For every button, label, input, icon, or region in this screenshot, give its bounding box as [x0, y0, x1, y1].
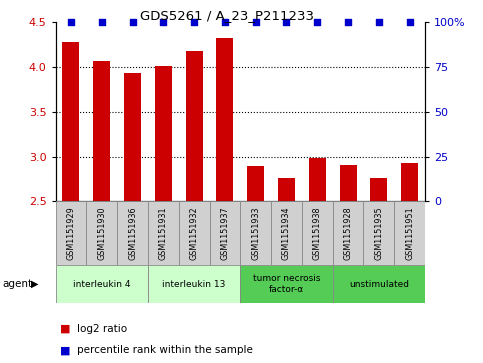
Bar [401, 163, 418, 201]
Text: GSM1151951: GSM1151951 [405, 207, 414, 260]
Bar [124, 73, 141, 201]
Bar [93, 61, 110, 201]
Text: interleukin 13: interleukin 13 [162, 280, 226, 289]
Point [406, 19, 413, 25]
Bar [247, 166, 264, 201]
Point [128, 19, 136, 25]
Bar [56, 201, 86, 265]
Text: GSM1151930: GSM1151930 [97, 207, 106, 260]
Bar [364, 201, 394, 265]
Text: percentile rank within the sample: percentile rank within the sample [77, 345, 253, 355]
Text: GSM1151932: GSM1151932 [190, 207, 199, 260]
Point [159, 19, 167, 25]
Text: GSM1151937: GSM1151937 [220, 207, 229, 260]
Point [67, 19, 75, 25]
Bar [240, 201, 271, 265]
Text: GDS5261 / A_23_P211233: GDS5261 / A_23_P211233 [140, 9, 314, 22]
Text: tumor necrosis
factor-α: tumor necrosis factor-α [253, 274, 320, 294]
Point [313, 19, 321, 25]
Bar [309, 158, 326, 201]
Text: GSM1151929: GSM1151929 [67, 207, 75, 260]
Bar [302, 201, 333, 265]
Text: GSM1151934: GSM1151934 [282, 207, 291, 260]
Bar [185, 52, 202, 201]
Bar [148, 265, 241, 303]
Text: interleukin 4: interleukin 4 [73, 280, 130, 289]
Bar [62, 41, 79, 201]
Bar [155, 66, 172, 201]
Bar [210, 201, 240, 265]
Bar [86, 201, 117, 265]
Bar [333, 265, 425, 303]
Point [344, 19, 352, 25]
Bar [271, 201, 302, 265]
Point [283, 19, 290, 25]
Point [221, 19, 229, 25]
Bar [179, 201, 210, 265]
Text: GSM1151933: GSM1151933 [251, 207, 260, 260]
Text: agent: agent [2, 279, 32, 289]
Point [375, 19, 383, 25]
Bar [333, 201, 364, 265]
Bar [370, 178, 387, 201]
Point [252, 19, 259, 25]
Bar [340, 165, 356, 201]
Bar [394, 201, 425, 265]
Bar [240, 265, 333, 303]
Bar [117, 201, 148, 265]
Text: GSM1151936: GSM1151936 [128, 207, 137, 260]
Text: GSM1151931: GSM1151931 [159, 207, 168, 260]
Text: unstimulated: unstimulated [349, 280, 409, 289]
Bar [278, 178, 295, 201]
Bar [56, 265, 148, 303]
Point [190, 19, 198, 25]
Text: GSM1151928: GSM1151928 [343, 207, 353, 260]
Bar [148, 201, 179, 265]
Bar [216, 38, 233, 201]
Point [98, 19, 106, 25]
Text: GSM1151938: GSM1151938 [313, 207, 322, 260]
Text: ■: ■ [60, 345, 71, 355]
Text: log2 ratio: log2 ratio [77, 323, 128, 334]
Text: GSM1151935: GSM1151935 [374, 207, 384, 260]
Text: ▶: ▶ [31, 279, 39, 289]
Text: ■: ■ [60, 323, 71, 334]
